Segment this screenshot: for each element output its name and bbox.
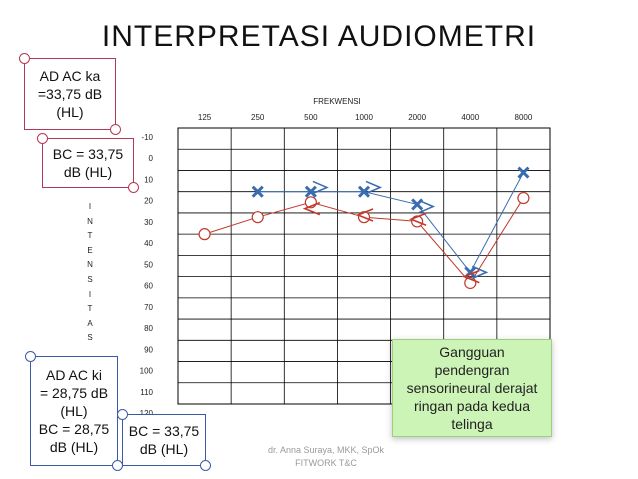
- bc-right-marker: [302, 201, 321, 216]
- cross-stroke: [304, 185, 317, 198]
- y-tick-label: 50: [144, 260, 153, 269]
- chart-grid: 125 250 500 1000 2000 4000 8000 -10 0 10 20 30 40 50 6…: [140, 113, 551, 418]
- y-tick-label: 90: [144, 345, 153, 354]
- ac-right-marker: [198, 228, 211, 241]
- y-tick-label: -10: [141, 133, 153, 142]
- bc-left-marker: [418, 199, 436, 214]
- y-tick-label: 30: [144, 218, 153, 227]
- ad-ac-ki-annotation-text: AD AC ki = 28,75 dB (HL) BC = 28,75 dB (…: [38, 367, 110, 455]
- bc-left-marker: [312, 180, 329, 195]
- bc-right-marker: [462, 269, 480, 284]
- x-axis-label: FREKWENSI: [313, 97, 361, 106]
- bc-right-marker: [355, 208, 374, 222]
- cross-stroke: [517, 166, 530, 179]
- y-axis-label-letter: S: [87, 333, 93, 343]
- x-tick-label: 250: [251, 113, 265, 122]
- cross-stroke: [357, 185, 371, 198]
- y-tick-label: 70: [144, 303, 153, 312]
- x-tick-label: 4000: [461, 113, 479, 122]
- ac-left-marker: [251, 185, 264, 198]
- ad-bc-annotation: BC = 33,75 dB (HL): [37, 133, 139, 193]
- ad-bc-ki-annotation: BC = 33,75 dB (HL): [117, 409, 211, 471]
- y-tick-label: 80: [144, 324, 153, 333]
- y-tick-label: 110: [140, 388, 153, 397]
- chart-series: [198, 166, 530, 290]
- x-tick-label: 500: [304, 113, 318, 122]
- grid-border: [177, 127, 551, 405]
- y-axis-label-letter: N: [87, 216, 93, 226]
- y-tick-label: 60: [144, 282, 153, 291]
- cross-stroke: [251, 185, 264, 198]
- y-tick-label: 0: [149, 154, 154, 163]
- interpretation-callout: Gangguan pendengran sensorineural deraja…: [392, 339, 552, 437]
- ad-bc-ki-annotation-text: BC = 33,75 dB (HL): [128, 423, 200, 457]
- y-tick-label: 40: [144, 239, 153, 248]
- ad-ac-annotation: AD AC ka =33,75 dB (HL): [19, 53, 121, 135]
- y-axis-label-letter: A: [87, 318, 93, 328]
- y-tick-label: 120: [140, 409, 154, 418]
- ad-ac-ki-annotation: AD AC ki = 28,75 dB (HL) BC = 28,75 dB (…: [25, 351, 123, 471]
- x-tick-label: 8000: [515, 113, 533, 122]
- ad-bc-annotation-text: BC = 33,75 dB (HL): [52, 146, 124, 180]
- y-axis-label-letter: E: [87, 245, 93, 255]
- y-tick-label: 100: [140, 367, 154, 376]
- ad-ac-annotation-text: AD AC ka =33,75 dB (HL): [37, 68, 103, 120]
- ac-left-marker: [304, 185, 317, 198]
- slide-footer: dr. Anna Suraya, MKK, SpOk FITWORK T&C: [246, 444, 406, 470]
- ac-left-marker: [517, 166, 530, 179]
- x-tick-label: 2000: [408, 113, 426, 122]
- series-line: [257, 172, 524, 274]
- x-tick-label: 1000: [355, 113, 373, 122]
- y-axis-label-letter: S: [87, 274, 93, 284]
- y-axis-label-letter: T: [87, 304, 93, 314]
- bc-left-marker: [365, 180, 383, 195]
- ac-left-marker: [357, 185, 371, 198]
- ac-right-marker: [517, 191, 530, 205]
- bc-right-marker: [408, 212, 427, 227]
- series-line: [204, 197, 524, 284]
- x-tick-label: 125: [198, 113, 212, 122]
- bc-left-marker: [471, 265, 489, 280]
- y-tick-label: 10: [144, 175, 153, 184]
- interpretation-callout-text: Gangguan pendengran sensorineural deraja…: [406, 344, 538, 432]
- y-axis-label-letter: I: [88, 202, 92, 211]
- ac-right-marker: [251, 211, 264, 224]
- y-axis-label-letter: I: [88, 289, 92, 299]
- slide-title: INTERPRETASI AUDIOMETRI: [101, 20, 537, 53]
- footer-text: dr. Anna Suraya, MKK, SpOk FITWORK T&C: [267, 445, 385, 468]
- y-tick-label: 20: [144, 197, 153, 206]
- y-axis-label-letter: T: [87, 231, 93, 241]
- y-axis-label-letter: N: [87, 260, 93, 270]
